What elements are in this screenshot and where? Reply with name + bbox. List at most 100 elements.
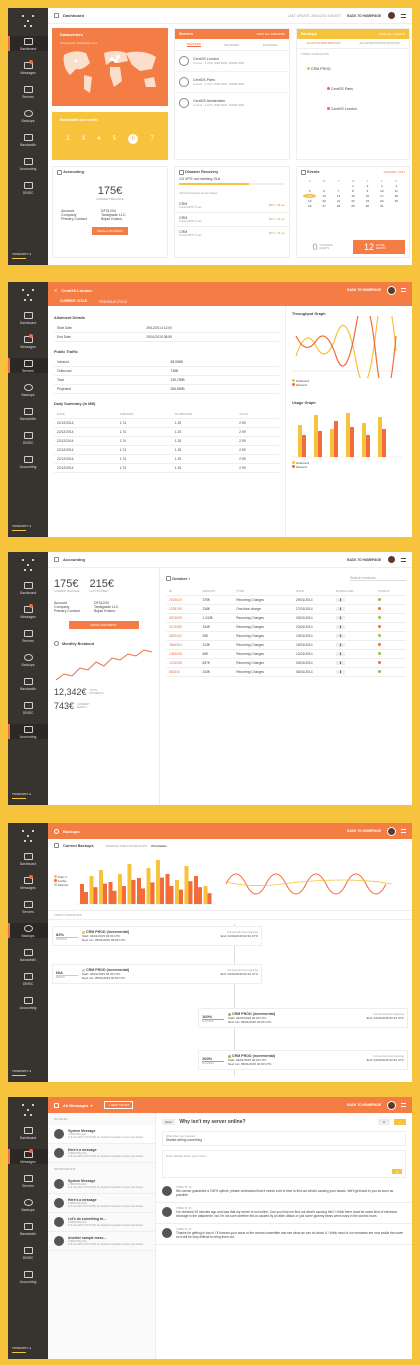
calendar-day[interactable]: 25: [394, 199, 398, 203]
backup-item[interactable]: 100% SUCCESS CRM PROD (incremental) 124 se…: [198, 1008, 408, 1028]
calendar-day[interactable]: 22: [351, 199, 355, 203]
back-to-homepage-link[interactable]: BACK TO HOMEPAGE: [347, 13, 381, 18]
tab-servers[interactable]: SERVERS: [186, 42, 201, 47]
vpg-item[interactable]: CRM Current RPO: 5 sec RPO = 15 sec: [175, 213, 289, 227]
menu-icon[interactable]: [401, 1103, 406, 1107]
sidebar-item-servers[interactable]: Servers: [8, 628, 48, 643]
sidebar-item-bandwidth[interactable]: Bandwidth: [8, 947, 48, 962]
backup-item[interactable]: 83% RUNNING CRM PROD (incremental) 124 sec…: [52, 926, 262, 946]
avatar[interactable]: [387, 555, 396, 564]
backup-item[interactable]: 100% SUCCESS CRM PROD (incremental) 124 se…: [198, 1050, 408, 1070]
make-payment-button[interactable]: MAKE A PAYMENT: [92, 227, 128, 235]
sidebar-item-servers[interactable]: Servers: [8, 358, 48, 373]
table-row[interactable]: 2846324 213€ Recurring Charges 15/01/2014 ⬇: [166, 640, 406, 650]
event-month[interactable]: JANUARY: [383, 170, 398, 174]
calendar-day[interactable]: 29: [351, 204, 355, 208]
calendar-day[interactable]: 5: [308, 189, 311, 193]
calendar-day[interactable]: 20: [322, 199, 326, 203]
vpg-item[interactable]: CRM Current RPO: 5 sec RPO = 15 sec: [175, 199, 289, 213]
calendar-day[interactable]: 21: [336, 199, 341, 203]
table-row[interactable]: 0829342 25€ Recurring Charges 19/01/2014 ⬇: [166, 631, 406, 641]
sidebar-item-bandwidth[interactable]: Bandwidth: [8, 132, 48, 147]
back-to-homepage-link[interactable]: BACK TO HOMEPAGE: [347, 288, 381, 292]
sidebar-item-accounting[interactable]: Accounting: [8, 1269, 48, 1284]
make-payment-button[interactable]: MAKE A PAYMENT: [68, 621, 139, 629]
server-item[interactable]: CentOS Amsterdam 4 cores · 1 CPU, 8GB RAM…: [175, 93, 289, 113]
back-to-homepage-link[interactable]: BACK TO HOMEPAGE: [347, 557, 381, 562]
calendar-day[interactable]: [390, 204, 403, 208]
sidebar-item-messages[interactable]: Messages: [8, 334, 48, 349]
vpg-item[interactable]: CRM Current RPO: 5 sec RPO = 15 sec: [179, 230, 285, 237]
sidebar-item-messages[interactable]: Messages: [8, 1149, 48, 1164]
message-list-item[interactable]: System Message 2 MINUTES AGO At 5 Jan 2015…: [48, 1175, 155, 1194]
sidebar-item-accounting[interactable]: Accounting: [8, 995, 48, 1010]
calendar-day[interactable]: 2: [366, 184, 369, 188]
download-icon[interactable]: ⬇: [336, 661, 345, 665]
table-row[interactable]: 2483235 84€ Recurring Charges 12/01/2014 ⬇: [166, 649, 406, 659]
sidebar-item-messages[interactable]: Messages: [8, 604, 48, 619]
sidebar-item-drbc[interactable]: DR/BC: [8, 700, 48, 715]
message-list-item[interactable]: Here's a message 2 MINUTES AGO At 5 Jan 20…: [48, 1144, 155, 1163]
calendar-day[interactable]: 23: [365, 199, 370, 203]
month-selector[interactable]: October: [172, 576, 188, 581]
calendar-day[interactable]: 14: [336, 194, 341, 198]
sidebar-item-servers[interactable]: Servers: [8, 1173, 48, 1188]
table-row[interactable]: 2015020 375€ Recurring Charges 29/01/2014 ⬇: [166, 595, 406, 605]
calendar-day[interactable]: 26: [308, 204, 312, 208]
sidebar-item-bandwidth[interactable]: Bandwidth: [8, 406, 48, 421]
confirm-icon[interactable]: ✓: [394, 1119, 406, 1125]
sidebar-item-dashboard[interactable]: Dashboard: [8, 310, 48, 325]
sidebar-item-servers[interactable]: Servers: [8, 84, 48, 99]
download-icon[interactable]: ⬇: [336, 652, 345, 656]
table-row[interactable]: 1231298 837€ Recurring Charges 09/01/2014 ⬇: [166, 658, 406, 668]
backup-item[interactable]: CRM PROD: [297, 59, 409, 79]
menu-icon[interactable]: [401, 557, 406, 562]
server-item[interactable]: CentOS Paris 4 cores · 1 CPU, 8GB RAM, 16…: [175, 72, 289, 93]
details-textarea[interactable]: Enter details about your issue...: [166, 1154, 209, 1158]
server-item[interactable]: CentOS London 4 cores · 1 CPU, 8GB RAM, 1…: [175, 51, 289, 72]
calendar-day[interactable]: 9: [366, 189, 369, 193]
calendar-day[interactable]: 19: [308, 199, 312, 203]
download-icon[interactable]: ⬇: [336, 643, 345, 647]
table-row[interactable]: 9874939 1,243€ Recurring Charges 25/01/2014…: [166, 613, 406, 623]
table-row[interactable]: 3123495 234€ Recurring Charges 23/01/2014 ⬇: [166, 622, 406, 632]
calendar-day[interactable]: 10: [380, 189, 384, 193]
avatar[interactable]: [387, 1100, 396, 1110]
sidebar-item-servers[interactable]: Servers: [8, 899, 48, 914]
calendar-day[interactable]: 15: [351, 194, 355, 198]
new-ticket-button[interactable]: + NEW TICKET: [104, 1101, 134, 1109]
sidebar-item-backups[interactable]: Backups: [8, 108, 48, 123]
sidebar-item-dashboard[interactable]: Dashboard: [8, 580, 48, 595]
search-invoices-input[interactable]: Search Invoices: [350, 576, 406, 581]
calendar-day[interactable]: 30: [365, 204, 370, 208]
tab-network[interactable]: NETWORK: [224, 42, 240, 47]
sidebar-item-dashboard[interactable]: Dashboard: [8, 36, 48, 51]
sidebar-item-accounting[interactable]: Accounting: [8, 454, 48, 469]
tab-previous-cycle[interactable]: PREVIOUS CYCLE: [99, 300, 128, 304]
calendar-day[interactable]: 1: [352, 184, 354, 188]
menu-icon[interactable]: [401, 288, 406, 292]
message-list-item[interactable]: Let's do something to... 2 MINUTES AGO At …: [48, 1213, 155, 1232]
sidebar-item-bandwidth[interactable]: Bandwidth: [8, 676, 48, 691]
table-row[interactable]: 1238749 318€ One-time charge 27/01/2014 ⬇: [166, 604, 406, 614]
calendar-day[interactable]: 17: [380, 194, 384, 198]
view-all-charts-link[interactable]: VIEW ALL CHARTS: [378, 32, 405, 36]
backup-item[interactable]: CentOS Paris: [297, 79, 409, 99]
menu-icon[interactable]: [401, 829, 406, 833]
bandwidth-value-selected[interactable]: 6: [128, 134, 139, 144]
calendar-day[interactable]: 24: [380, 199, 384, 203]
back-to-homepage-link[interactable]: BACK TO HOMEPAGE: [347, 829, 381, 833]
sidebar-item-messages[interactable]: Messages: [8, 875, 48, 890]
sidebar-item-drbc[interactable]: DR/BC: [8, 971, 48, 986]
event-year[interactable]: 2014: [398, 170, 405, 174]
chevron-down-icon[interactable]: ▾: [187, 576, 191, 581]
sidebar-item-accounting[interactable]: Accounting: [8, 156, 48, 171]
backup-item[interactable]: CentOS London: [297, 99, 409, 119]
sidebar-item-bandwidth[interactable]: Bandwidth: [8, 1221, 48, 1236]
calendar-day[interactable]: 31: [380, 204, 384, 208]
avatar[interactable]: [387, 285, 396, 295]
calendar-day[interactable]: 16: [365, 194, 370, 198]
tab-current-cycle[interactable]: CURRENT CYCLE: [54, 296, 94, 308]
calendar-day[interactable]: [317, 184, 330, 188]
calendar-day[interactable]: [303, 184, 316, 188]
